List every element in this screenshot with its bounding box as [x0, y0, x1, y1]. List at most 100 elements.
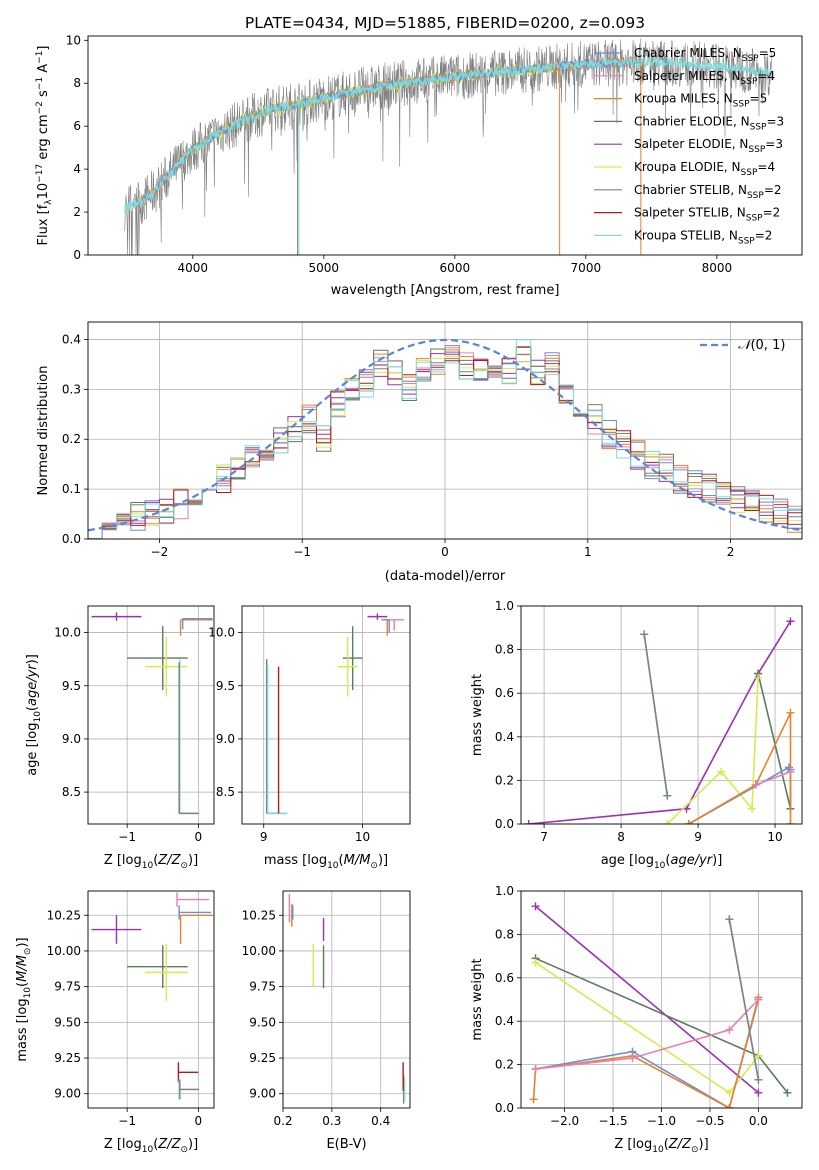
y-tick-label: 10.0 [208, 626, 235, 640]
x-axis-label: (data-model)/error [385, 569, 506, 584]
point-chabrier_miles [181, 618, 213, 630]
weight-marker [786, 617, 795, 626]
plot-area [524, 617, 795, 824]
x-axis-label: Z [log10(Z/Z⊙)] [104, 1137, 198, 1155]
plot-area [88, 338, 802, 539]
y-axis-label: mass weight [470, 958, 485, 1040]
y-tick-label: 0.6 [495, 971, 514, 985]
point-kroupa_stelib [266, 664, 288, 815]
weight-marker [783, 1088, 792, 1097]
model-spectrum-kroupa_stelib [124, 56, 772, 213]
axes-frame [87, 35, 803, 256]
panel-age-vs-Z: −1 0 8.5 9.0 9.5 10.0 Z [log10(Z/Z⊙)] age [log1… [25, 605, 215, 871]
point-chabrier_elodie [127, 945, 188, 989]
y-tick-label: 8 [73, 76, 81, 90]
legend-label: Kroupa MILES, NSSP=5 [634, 92, 767, 110]
legend-label: 𝒩(0, 1) [738, 338, 785, 353]
y-tick-label: 0.1 [62, 482, 81, 496]
plot-area [288, 893, 406, 1104]
y-tick-label: 10.0 [54, 626, 81, 640]
y-tick-label: 10 [66, 33, 81, 47]
weight-line-salpeter_miles [535, 998, 759, 1070]
y-tick-label: 2 [73, 205, 81, 219]
x-tick-label: 6000 [440, 261, 471, 275]
weight-marker [751, 780, 760, 789]
weight-marker [663, 791, 672, 800]
x-axis-label: wavelength [Angstrom, rest frame] [331, 283, 560, 298]
weight-marker [717, 767, 726, 776]
weight-marker [531, 958, 540, 967]
weight-marker [725, 1104, 734, 1108]
x-tick-label: −1 [293, 545, 311, 559]
panel-spectrum: 4000 5000 6000 7000 8000 0 2 4 6 8 10 wavelength [A… [35, 33, 803, 298]
observed-spectrum [124, 38, 772, 255]
plot-area [91, 612, 213, 815]
weight-marker [725, 915, 734, 924]
y-tick-label: 0.3 [62, 382, 81, 396]
point-salpeter_miles [176, 892, 210, 907]
x-tick-label: 0.0 [749, 1114, 768, 1128]
point-chabrier_stelib [178, 662, 199, 815]
point-kroupa_elodie [337, 636, 358, 697]
point-salpeter_elodie [367, 613, 388, 620]
y-tick-label: 0.8 [495, 643, 514, 657]
y-tick-label: 9.75 [249, 980, 276, 994]
x-tick-label: 4000 [178, 261, 209, 275]
axes-frame [520, 605, 803, 825]
x-tick-label: 2 [727, 545, 735, 559]
point-kroupa_elodie [144, 636, 188, 697]
point-chabrier_stelib [179, 1079, 200, 1100]
x-tick-label: 0.3 [322, 1114, 341, 1128]
y-tick-label: 10.25 [242, 908, 276, 922]
weight-marker [786, 767, 795, 776]
x-tick-label: 8 [617, 830, 625, 844]
weight-line-salpeter_elodie [534, 905, 759, 1094]
x-tick-label: 7000 [571, 261, 602, 275]
x-tick-label: 1 [584, 545, 592, 559]
x-tick-label: −1 [118, 830, 136, 844]
y-tick-label: 9.50 [249, 1015, 276, 1029]
axes-frame [87, 890, 215, 1109]
panel-weight-vs-Z: −2.0 −1.5 −1.0 −0.5 0.0 0.0 0.2 0.4 0.6 0.8 1.0 mas… [470, 884, 803, 1155]
y-tick-label: 0.2 [495, 773, 514, 787]
x-tick-label: −2 [151, 545, 169, 559]
legend-label: Chabrier MILES, NSSP=5 [634, 46, 776, 64]
weight-line-chabrier_stelib [643, 634, 669, 796]
y-tick-label: 0.0 [495, 817, 514, 831]
axes-frame [282, 890, 411, 1109]
y-tick-label: 9.25 [249, 1051, 276, 1065]
y-axis-label: Normed distribution [36, 366, 51, 496]
y-tick-label: 0.4 [62, 332, 81, 346]
y-tick-label: 9.25 [54, 1051, 81, 1065]
weight-marker [640, 630, 649, 639]
y-axis-label: mass weight [470, 674, 485, 756]
weight-marker [529, 1095, 538, 1104]
y-tick-label: 10.25 [47, 908, 81, 922]
x-axis-label: age [log10(age/yr)] [601, 853, 723, 871]
y-tick-label: 1.0 [495, 884, 514, 898]
y-tick-label: 0 [73, 248, 81, 262]
weight-marker [725, 1088, 734, 1097]
x-tick-label: −1 [118, 1114, 136, 1128]
legend-label: Salpeter MILES, NSSP=4 [634, 69, 775, 87]
x-tick-label: −2.0 [550, 1114, 579, 1128]
x-tick-label: 0 [195, 1114, 203, 1128]
plot-area [529, 902, 792, 1108]
y-axis-label: mass [log10(M/M⊙)] [15, 937, 33, 1061]
weight-marker [524, 820, 533, 824]
x-tick-label: −0.5 [695, 1114, 724, 1128]
y-tick-label: 9.75 [54, 980, 81, 994]
legend-label: Salpeter ELODIE, NSSP=3 [634, 137, 783, 155]
x-tick-label: 10 [355, 830, 370, 844]
weight-marker [725, 1025, 734, 1034]
point-kroupa_miles [179, 619, 213, 636]
y-tick-label: 0.4 [495, 730, 514, 744]
point-chabrier_elodie [127, 626, 188, 691]
point-salpeter_elodie [91, 612, 142, 621]
point-chabrier_miles [383, 619, 390, 633]
plot-area [124, 38, 772, 255]
x-tick-label: −1.0 [647, 1114, 676, 1128]
x-tick-label: 8000 [702, 261, 733, 275]
panel-mass-vs-EBV: 0.2 0.3 0.4 9.00 9.25 9.50 9.75 10.00 10.25 E(B-V… [242, 890, 411, 1152]
point-salpeter_elodie [91, 915, 142, 944]
